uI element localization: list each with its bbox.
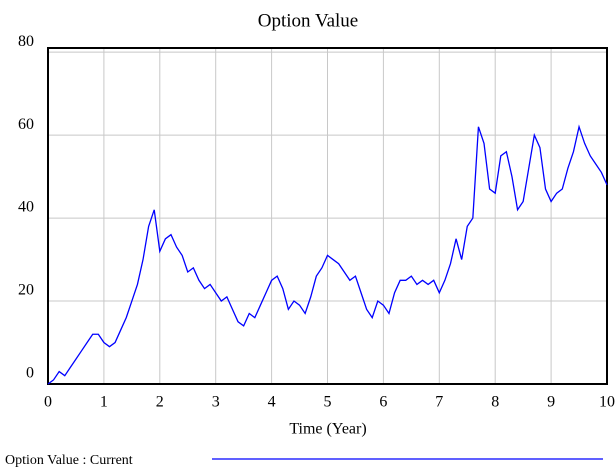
x-tick-label: 2 [156,394,164,411]
x-tick-label: 8 [491,394,499,411]
x-tick-label: 1 [100,394,108,411]
y-tick-label: 0 [26,365,34,382]
x-tick-label: 7 [435,394,443,411]
y-tick-label: 60 [18,116,34,133]
x-axis-label: Time (Year) [289,421,366,438]
legend-label: Option Value : Current [5,453,133,468]
data-line [47,124,608,385]
chart-title: Option Value [258,10,358,31]
x-tick-label: 6 [379,394,387,411]
x-tick-label: 3 [212,394,220,411]
x-tick-label: 9 [547,394,555,411]
x-tick-label: 5 [324,394,332,411]
x-tick-label: 0 [44,394,52,411]
x-tick-label: 4 [268,394,276,411]
plot-frame [47,47,608,385]
x-tick-label: 10 [599,394,615,411]
y-tick-label: 20 [18,282,34,299]
y-tick-label: 80 [18,33,34,50]
y-tick-label: 40 [18,199,34,216]
